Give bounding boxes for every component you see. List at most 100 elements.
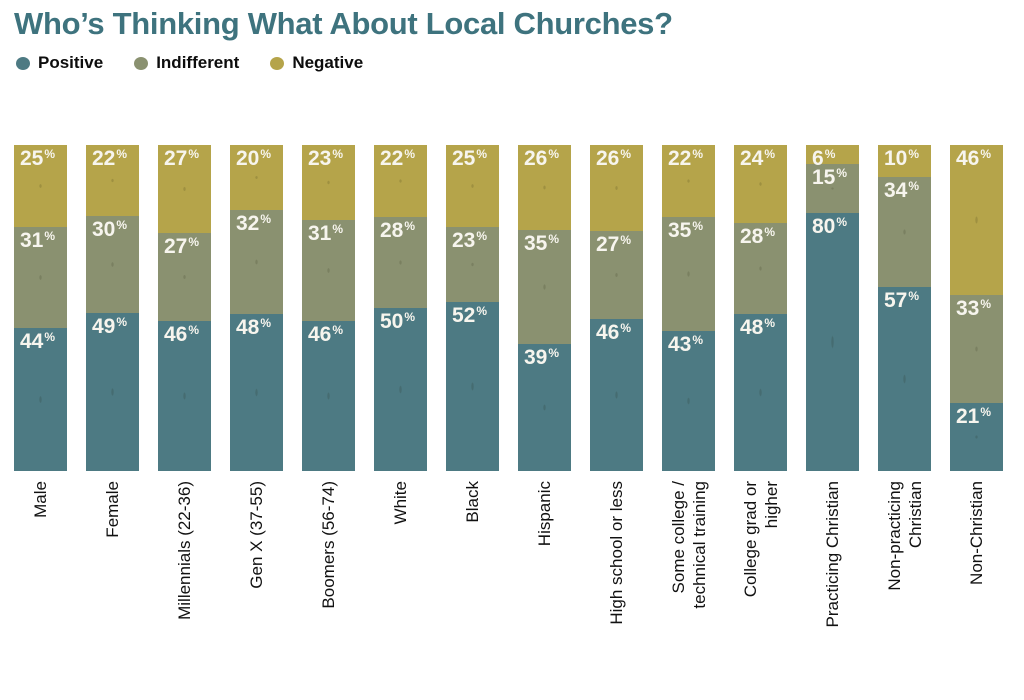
category-label-rotator: Black: [446, 481, 499, 697]
value-label: 46%: [956, 148, 991, 169]
value-percent-sign: %: [620, 147, 632, 161]
value-percent-sign: %: [260, 147, 272, 161]
stacked-bar: 26% 35% 39%: [518, 145, 571, 471]
legend-label: Indifferent: [156, 53, 240, 72]
value-percent-sign: %: [116, 147, 128, 161]
segment-positive: 44%: [14, 327, 67, 471]
value-number: 26: [596, 147, 620, 170]
value-label: 52%: [452, 305, 487, 326]
bar-column: 26% 35% 39% Hispanic: [518, 145, 571, 699]
value-number: 50: [380, 309, 404, 333]
value-number: 52: [452, 303, 476, 327]
value-label: 44%: [20, 331, 55, 352]
value-percent-sign: %: [980, 404, 992, 419]
bar-column: 25% 23% 52% Black: [446, 145, 499, 699]
value-percent-sign: %: [404, 147, 416, 161]
value-percent-sign: %: [116, 314, 128, 329]
value-label: 30%: [92, 219, 127, 240]
value-percent-sign: %: [824, 147, 836, 161]
value-number: 28: [740, 225, 764, 249]
bar-column: 25% 31% 44% Male: [14, 145, 67, 699]
value-label: 28%: [380, 220, 415, 241]
segment-negative: 22%: [374, 145, 427, 217]
segment-negative: 22%: [662, 145, 715, 217]
category-label-rotator: White: [374, 481, 427, 697]
stacked-bar: 46% 33% 21%: [950, 145, 1003, 472]
category-label: Male: [31, 481, 50, 518]
value-percent-sign: %: [476, 303, 488, 318]
category-label-rotator: Gen X (37-55): [230, 481, 283, 697]
value-percent-sign: %: [764, 316, 776, 331]
segment-negative: 25%: [446, 145, 499, 227]
value-number: 31: [308, 222, 332, 245]
stacked-bar: 20% 32% 48%: [230, 145, 283, 471]
value-percent-sign: %: [836, 214, 848, 229]
legend: Positive Indifferent Negative: [16, 53, 363, 73]
value-percent-sign: %: [44, 228, 56, 243]
value-label: 33%: [956, 298, 991, 319]
segment-negative: 24%: [734, 145, 787, 224]
stacked-bar: 26% 27% 46%: [590, 145, 643, 471]
segment-negative: 6%: [806, 145, 859, 169]
bar-column: 10% 34% 57% Non-practicing Christian: [878, 145, 931, 699]
stacked-bar: 22% 28% 50%: [374, 145, 427, 471]
value-percent-sign: %: [116, 218, 128, 232]
value-number: 15: [812, 166, 836, 190]
category-label-cell: Some college / technical training: [662, 481, 715, 699]
value-percent-sign: %: [188, 147, 200, 161]
segment-indifferent: 28%: [374, 216, 427, 308]
value-number: 28: [380, 218, 404, 242]
category-label-cell: High school or less: [590, 481, 643, 699]
value-label: 46%: [308, 324, 343, 345]
legend-item-positive: Positive: [16, 53, 103, 73]
value-percent-sign: %: [764, 147, 776, 161]
legend-label: Positive: [38, 53, 104, 72]
segment-positive: 21%: [950, 402, 1003, 472]
segment-positive: 43%: [662, 330, 715, 471]
value-percent-sign: %: [332, 222, 344, 236]
bar-column: 20% 32% 48% Gen X (37-55): [230, 145, 283, 699]
segment-positive: 48%: [734, 314, 787, 471]
value-label: 22%: [668, 148, 703, 169]
value-number: 46: [308, 323, 332, 347]
value-percent-sign: %: [44, 329, 56, 344]
legend-dot-icon: [270, 56, 285, 70]
segment-indifferent: 27%: [590, 230, 643, 320]
segment-negative: 20%: [230, 145, 283, 211]
value-label: 46%: [164, 324, 199, 345]
category-label-rotator: Female: [86, 481, 139, 697]
value-percent-sign: %: [404, 309, 416, 324]
stacked-bar: 6% 15% 80%: [806, 145, 859, 471]
value-label: 21%: [956, 406, 991, 427]
category-label-rotator: Non-Christian: [950, 481, 1003, 697]
segment-negative: 25%: [14, 145, 67, 227]
value-percent-sign: %: [332, 147, 344, 161]
category-label-rotator: Millennials (22-36): [158, 481, 211, 697]
category-label-cell: Male: [14, 481, 67, 699]
value-number: 24: [740, 147, 764, 170]
stacked-bar: 25% 31% 44%: [14, 145, 67, 471]
category-label-cell: Boomers (56-74): [302, 481, 355, 699]
value-label: 43%: [668, 334, 703, 355]
segment-positive: 48%: [230, 314, 283, 471]
chart-title: Who’s Thinking What About Local Churches…: [14, 6, 673, 41]
category-label-cell: College grad or higher: [734, 481, 787, 699]
segment-positive: 46%: [590, 319, 643, 471]
value-number: 30: [92, 218, 116, 241]
value-percent-sign: %: [476, 228, 488, 243]
value-number: 25: [452, 147, 476, 170]
category-label: High school or less: [607, 481, 626, 625]
value-number: 22: [92, 147, 116, 170]
stacked-bar: 27% 27% 46%: [158, 145, 211, 471]
value-number: 22: [380, 147, 404, 170]
value-label: 25%: [452, 148, 487, 169]
legend-item-indifferent: Indifferent: [134, 53, 239, 73]
value-percent-sign: %: [980, 147, 992, 161]
value-percent-sign: %: [476, 147, 488, 161]
value-number: 46: [164, 323, 188, 346]
value-number: 43: [668, 332, 692, 356]
legend-dot-icon: [16, 56, 30, 70]
value-percent-sign: %: [692, 147, 704, 161]
segment-indifferent: 31%: [302, 220, 355, 322]
